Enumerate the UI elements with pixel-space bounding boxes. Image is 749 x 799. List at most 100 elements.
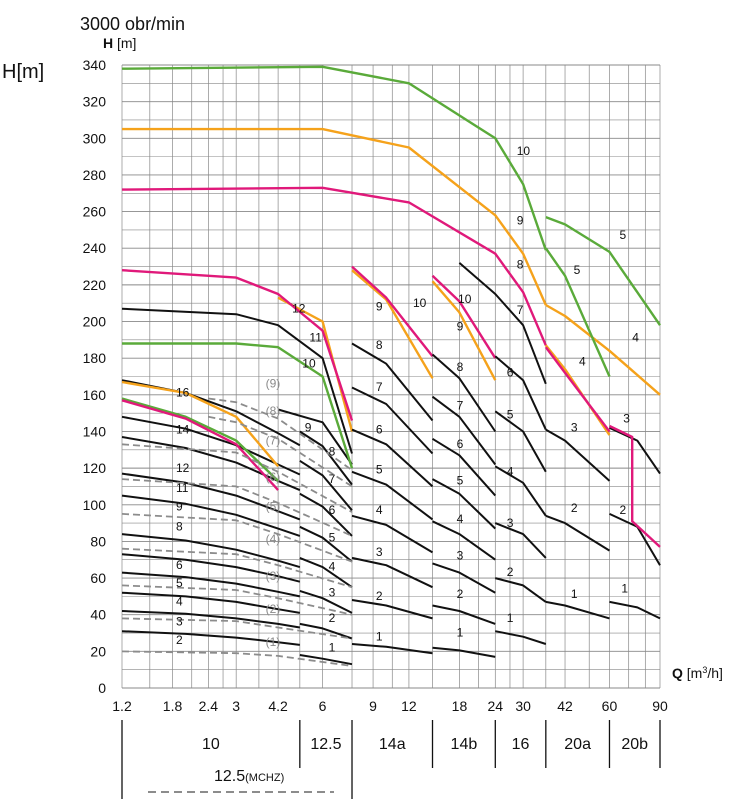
segment-label: 10 [202,736,220,753]
series-line [121,380,280,468]
curve-label: 9 [457,320,464,334]
segment-label: 14b [451,736,478,753]
curve-label: 4 [632,331,639,345]
curve-label: 4 [376,503,383,517]
y-tick-label: 80 [90,533,106,549]
curve-label: 5 [619,228,626,242]
curve-label: 10 [413,296,427,310]
y-axis-unit-label: H [m] [103,35,136,51]
series-line [494,522,547,559]
series-line [351,556,433,589]
series-line [545,428,611,482]
curve-label: 3 [571,420,578,434]
curve-label: 4 [176,595,183,609]
series-line [432,478,496,530]
series-line [431,395,497,466]
curve-label: 3 [376,545,383,559]
y-tick-label: 240 [83,240,107,256]
y-tick-label: 180 [83,350,107,366]
y-tick-label: 260 [83,204,107,220]
series-line [432,646,496,658]
y-tick-label: 340 [83,57,107,73]
y-tick-label: 200 [83,314,107,330]
curve-label: 8 [517,257,524,271]
series-line [121,494,301,537]
segment-label: 12.5 [310,736,341,753]
series-line [431,353,497,433]
axes: 0204060801001201401601802002202402602803… [83,57,668,714]
curve-label: 12 [176,461,190,475]
series-line [121,533,301,569]
curve-label: 6 [376,422,383,436]
curve-label: 3 [623,411,630,425]
mchz-dashed-line [208,397,353,471]
x-tick-label: 24 [488,698,504,714]
series-line [121,591,300,614]
curve-label: 9 [376,300,383,314]
series-line [121,436,301,492]
y-tick-label: 280 [83,167,107,183]
curve-label-mchz: (1) [266,635,281,649]
series-line [122,127,547,306]
curve-label: 5 [574,263,581,277]
y-tick-label: 300 [83,130,107,146]
curve-label: 7 [376,380,383,394]
curve-label: 5 [457,474,464,488]
series-line [545,215,661,326]
series-line [351,643,433,655]
mchz-dashed-line [121,617,353,640]
curve-label: 5 [376,463,383,477]
y-tick-label: 40 [90,607,106,623]
mchz-dashed-line [121,513,353,563]
curve-label: 6 [507,366,514,380]
x-tick-label: 6 [319,698,327,714]
curve-label: 4 [507,464,514,478]
series-line [495,577,547,603]
curve-label: 6 [329,503,336,517]
curve-label-mchz: (6) [266,470,281,484]
series-line [495,630,547,645]
curve-label: 3 [507,516,514,530]
series-line [494,410,547,473]
curve-label: 8 [176,519,183,533]
curve-label: 7 [517,303,524,317]
curve-label: 2 [376,589,383,603]
y-tick-label: 0 [98,680,106,696]
curve-label-mchz: (5) [266,499,281,513]
curve-label: 11 [309,331,322,345]
series-line [299,492,353,537]
curve-label: 7 [329,472,336,486]
y-tick-label: 220 [83,277,107,293]
series-line [545,600,610,620]
series-line [121,630,300,646]
x-tick-label: 3 [232,698,240,714]
curve-label: 4 [579,355,586,369]
series-line [121,553,301,583]
curve-label: 10 [302,356,316,370]
curve-label-mchz: (9) [266,376,281,390]
series-line [544,346,611,433]
curve-label: 1 [507,611,514,625]
curve-label: 9 [517,213,524,227]
curve-label-mchz: (7) [266,433,281,447]
curve-label-mchz: (3) [266,569,281,583]
x-tick-label: 30 [515,698,531,714]
curve-label: 10 [458,292,472,306]
curve-label: 12 [292,301,306,315]
series-line [277,408,353,466]
x-tick-label: 2.4 [199,698,219,714]
series-line [121,610,300,629]
y-tick-label: 160 [83,387,107,403]
series-line [121,472,301,521]
y-tick-label: 320 [83,94,107,110]
curve-label: 9 [305,420,312,434]
mchz-dashed-line [121,584,353,616]
mchz-dashed-line [208,415,353,488]
curve-label: 16 [176,386,190,400]
series-line [121,269,354,421]
series-line [431,280,497,381]
x-tick-label: 18 [452,698,468,714]
series-line [299,525,353,563]
series-line [351,599,433,620]
series-line [608,424,661,548]
